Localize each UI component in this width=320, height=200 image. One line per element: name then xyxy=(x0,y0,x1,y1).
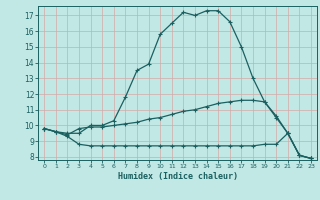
X-axis label: Humidex (Indice chaleur): Humidex (Indice chaleur) xyxy=(118,172,238,181)
